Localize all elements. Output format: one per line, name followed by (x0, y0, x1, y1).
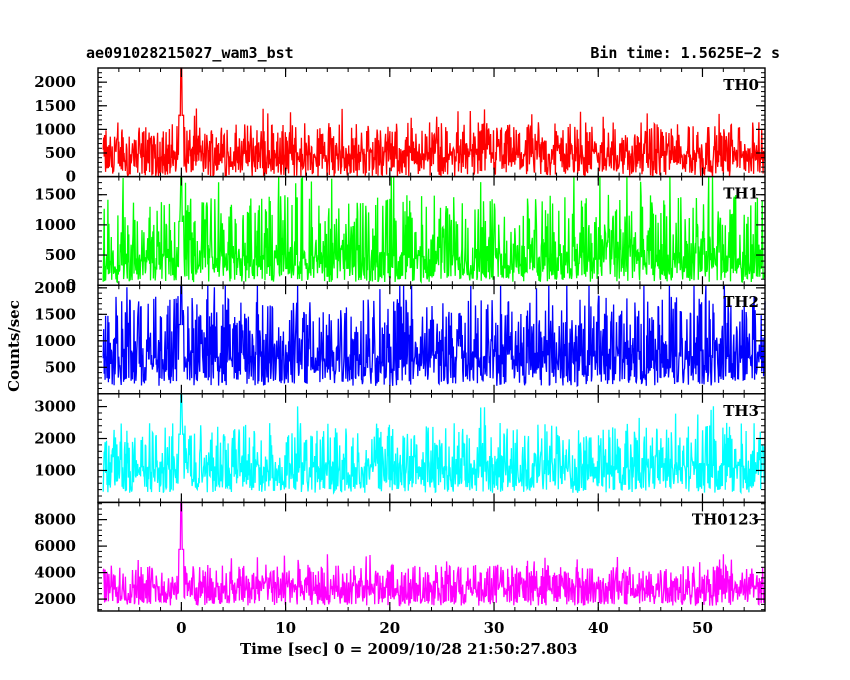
bin-time-label: Bin time: 1.5625E−2 s (590, 44, 780, 62)
y-tick-label: 2000 (34, 279, 76, 297)
y-tick-label: 1500 (34, 186, 76, 204)
series-TH3 (102, 393, 766, 495)
x-axis-label: Time [sec] 0 = 2009/10/28 21:50:27.803 (240, 640, 578, 658)
x-tick-label: 40 (588, 619, 609, 637)
series-TH0 (102, 67, 766, 177)
y-tick-label: 8000 (34, 511, 76, 529)
y-tick-label: 2000 (34, 73, 76, 91)
panel-label-TH0: TH0 (723, 76, 759, 94)
series-TH2 (102, 284, 766, 388)
y-tick-label: 500 (45, 144, 76, 162)
y-tick-label: 1000 (34, 461, 76, 479)
y-tick-label: 2000 (34, 590, 76, 608)
y-tick-label: 1500 (34, 97, 76, 115)
series-TH1 (102, 175, 766, 284)
y-tick-label: 3000 (34, 398, 76, 416)
panel-label-TH0123: TH0123 (692, 510, 759, 528)
y-tick-label: 0 (66, 276, 76, 294)
y-tick-label: 500 (45, 358, 76, 376)
y-tick-label: 6000 (34, 537, 76, 555)
y-tick-label: 1500 (34, 305, 76, 323)
y-tick-label: 500 (45, 246, 76, 264)
y-tick-label: 1000 (34, 332, 76, 350)
source-title: ae091028215027_wam3_bst (86, 44, 294, 62)
y-tick-label: 2000 (34, 430, 76, 448)
y-tick-label: 4000 (34, 564, 76, 582)
x-tick-label: 0 (176, 619, 186, 637)
series-TH0123 (102, 501, 766, 607)
x-tick-label: 20 (379, 619, 400, 637)
y-tick-label: 1000 (34, 120, 76, 138)
panel-label-TH2: TH2 (723, 293, 759, 311)
x-tick-label: 50 (692, 619, 713, 637)
y-tick-label: 1000 (34, 216, 76, 234)
x-tick-label: 10 (275, 619, 296, 637)
x-tick-label: 30 (484, 619, 505, 637)
panel-label-TH1: TH1 (723, 185, 759, 203)
y-tick-label: 0 (66, 168, 76, 186)
panel-label-TH3: TH3 (723, 402, 759, 420)
y-axis-label: Counts/sec (5, 300, 23, 392)
